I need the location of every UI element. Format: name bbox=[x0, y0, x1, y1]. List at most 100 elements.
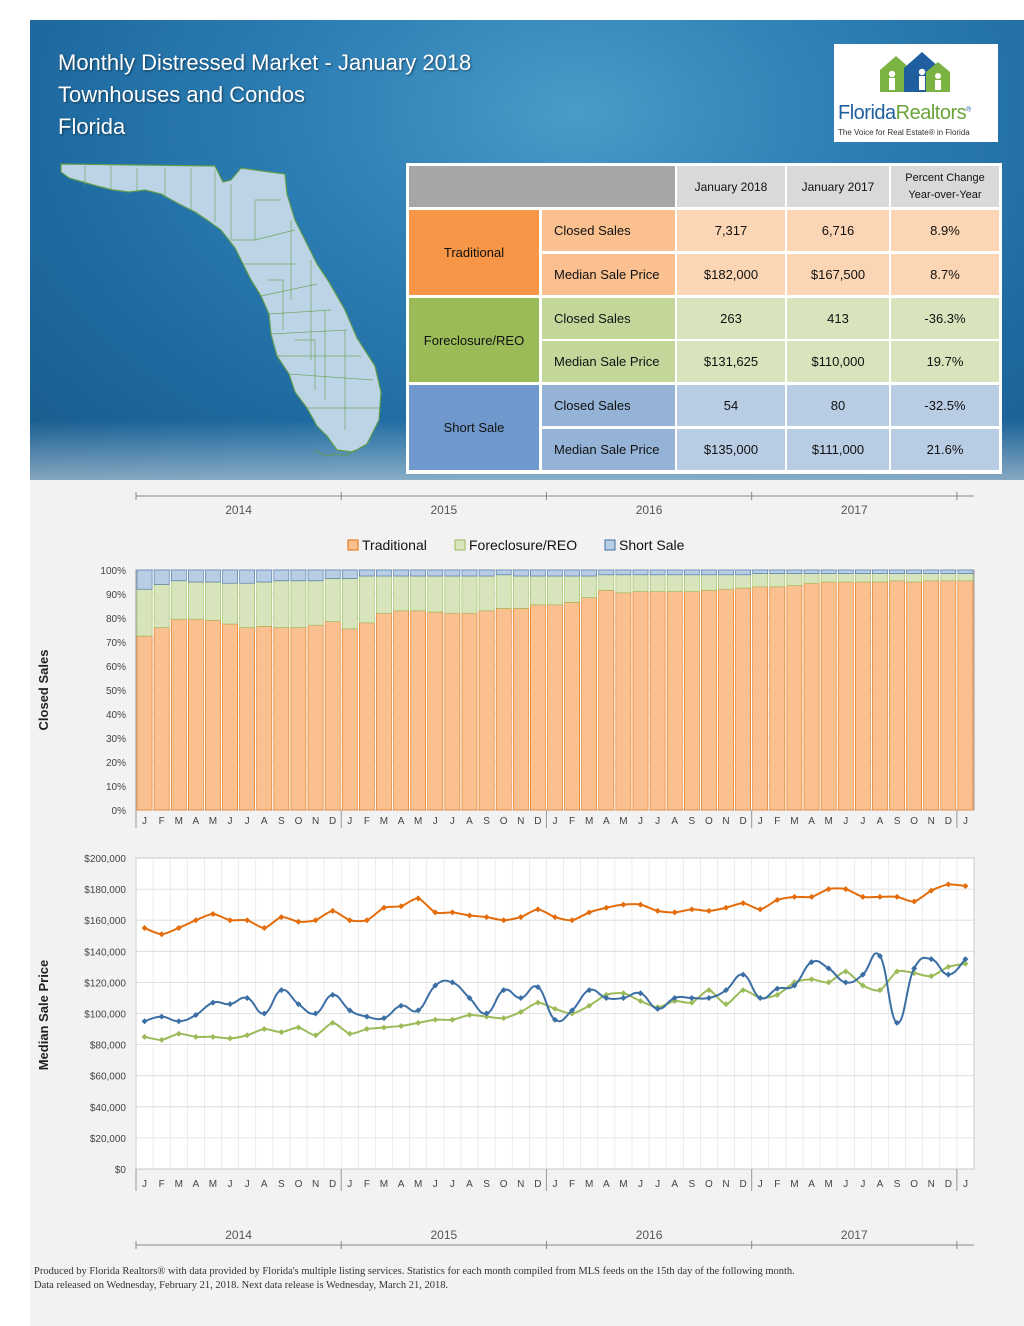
bar-y-tick-label: 60% bbox=[106, 662, 126, 673]
point-short-sale bbox=[209, 999, 216, 1006]
legend-label: Short Sale bbox=[619, 537, 685, 553]
point-traditional bbox=[380, 904, 387, 911]
point-traditional bbox=[911, 898, 918, 905]
point-traditional bbox=[671, 909, 678, 916]
point-foreclosure-reo bbox=[175, 1030, 182, 1037]
point-foreclosure-reo bbox=[740, 987, 747, 994]
bar-short-sale bbox=[666, 569, 683, 576]
line-x-tick-label: A bbox=[877, 1179, 884, 1190]
legend-swatch bbox=[454, 539, 466, 551]
bar-foreclosure-reo bbox=[752, 573, 769, 588]
col-header-jan2018: January 2018 bbox=[677, 166, 785, 207]
point-traditional bbox=[295, 918, 302, 925]
bar-foreclosure-reo bbox=[376, 575, 392, 614]
bar-x-tick-label: F bbox=[159, 816, 165, 827]
line-x-tick-label: S bbox=[278, 1179, 285, 1190]
point-short-sale bbox=[227, 1001, 234, 1008]
point-traditional bbox=[466, 912, 473, 919]
point-traditional bbox=[774, 896, 781, 903]
bar-traditional bbox=[581, 597, 598, 811]
bar-x-tick-label: M bbox=[824, 816, 832, 827]
line-x-tick-label: S bbox=[483, 1179, 490, 1190]
point-short-sale bbox=[791, 982, 798, 989]
bar-foreclosure-reo bbox=[205, 581, 221, 621]
point-short-sale bbox=[552, 1016, 558, 1023]
point-traditional bbox=[705, 907, 712, 914]
bar-x-tick-label: D bbox=[740, 816, 747, 827]
bar-traditional bbox=[427, 611, 444, 811]
point-short-sale bbox=[569, 1007, 576, 1014]
bar-x-tick-label: F bbox=[569, 816, 575, 827]
bar-y-tick-label: 20% bbox=[106, 758, 126, 769]
point-foreclosure-reo bbox=[825, 979, 832, 986]
legend-swatch bbox=[604, 539, 616, 551]
line-y-tick-label: $200,000 bbox=[84, 854, 126, 865]
bar-short-sale bbox=[581, 569, 598, 577]
bar-foreclosure-reo bbox=[410, 575, 427, 612]
point-traditional bbox=[552, 914, 558, 921]
bar-traditional bbox=[512, 608, 529, 811]
bar-x-tick-label: M bbox=[585, 816, 593, 827]
bar-short-sale bbox=[136, 569, 153, 590]
point-traditional bbox=[723, 904, 730, 911]
bar-short-sale bbox=[701, 569, 717, 576]
bar-y-axis-title: Closed Sales bbox=[36, 650, 51, 731]
bar-traditional bbox=[205, 620, 221, 811]
logo-tagline: The Voice for Real Estate® in Florida bbox=[838, 128, 970, 137]
point-short-sale bbox=[466, 994, 473, 1001]
point-short-sale bbox=[808, 959, 815, 966]
line-x-tick-label: D bbox=[329, 1179, 336, 1190]
bar-foreclosure-reo bbox=[735, 574, 751, 589]
cell-value: $110,000 bbox=[787, 341, 889, 382]
point-short-sale bbox=[415, 1007, 422, 1014]
point-traditional bbox=[175, 924, 182, 931]
point-short-sale bbox=[261, 1010, 268, 1017]
point-foreclosure-reo bbox=[603, 991, 610, 998]
bar-short-sale bbox=[393, 569, 409, 577]
florida-map-icon bbox=[60, 163, 382, 457]
bar-short-sale bbox=[512, 569, 529, 577]
page: Monthly Distressed Market - January 2018… bbox=[30, 20, 1024, 1326]
point-short-sale bbox=[671, 994, 678, 1001]
row-label: Closed Sales bbox=[542, 298, 675, 339]
bar-short-sale bbox=[786, 569, 803, 574]
bar-short-sale bbox=[820, 569, 837, 574]
year-label: 2016 bbox=[636, 503, 663, 517]
point-foreclosure-reo bbox=[449, 1016, 456, 1023]
line-x-tick-label: F bbox=[774, 1179, 780, 1190]
point-short-sale bbox=[295, 1001, 302, 1008]
bar-foreclosure-reo bbox=[718, 574, 734, 590]
point-foreclosure-reo bbox=[723, 1001, 730, 1008]
cell-value: $131,625 bbox=[677, 341, 785, 382]
bar-foreclosure-reo bbox=[324, 578, 341, 622]
footer-line-2: Data released on Wednesday, February 21,… bbox=[34, 1280, 449, 1291]
point-short-sale bbox=[723, 987, 730, 994]
point-traditional bbox=[859, 893, 866, 900]
bar-foreclosure-reo bbox=[495, 574, 512, 609]
point-short-sale bbox=[278, 987, 285, 994]
line-x-tick-label: O bbox=[500, 1179, 508, 1190]
point-short-sale bbox=[517, 994, 524, 1001]
point-traditional bbox=[158, 931, 165, 938]
bar-short-sale bbox=[427, 569, 444, 577]
cell-value: $135,000 bbox=[677, 429, 785, 470]
bar-short-sale bbox=[239, 569, 256, 584]
bar-traditional bbox=[324, 621, 341, 811]
line-x-tick-label: N bbox=[722, 1179, 729, 1190]
bar-traditional bbox=[820, 581, 837, 811]
line-y-tick-label: $0 bbox=[115, 1165, 127, 1176]
point-traditional bbox=[449, 909, 456, 916]
bar-short-sale bbox=[444, 569, 461, 577]
point-traditional bbox=[654, 907, 661, 914]
bar-traditional bbox=[495, 608, 512, 811]
bar-short-sale bbox=[273, 569, 290, 582]
legend-label: Traditional bbox=[362, 537, 427, 553]
point-short-sale bbox=[757, 994, 764, 1001]
point-foreclosure-reo bbox=[808, 976, 815, 983]
point-short-sale bbox=[894, 1019, 901, 1026]
bar-short-sale bbox=[324, 569, 341, 579]
bar-x-tick-label: N bbox=[928, 816, 935, 827]
line-x-tick-label: M bbox=[209, 1179, 217, 1190]
cell-value: $182,000 bbox=[677, 254, 785, 295]
bar-foreclosure-reo bbox=[530, 575, 546, 606]
